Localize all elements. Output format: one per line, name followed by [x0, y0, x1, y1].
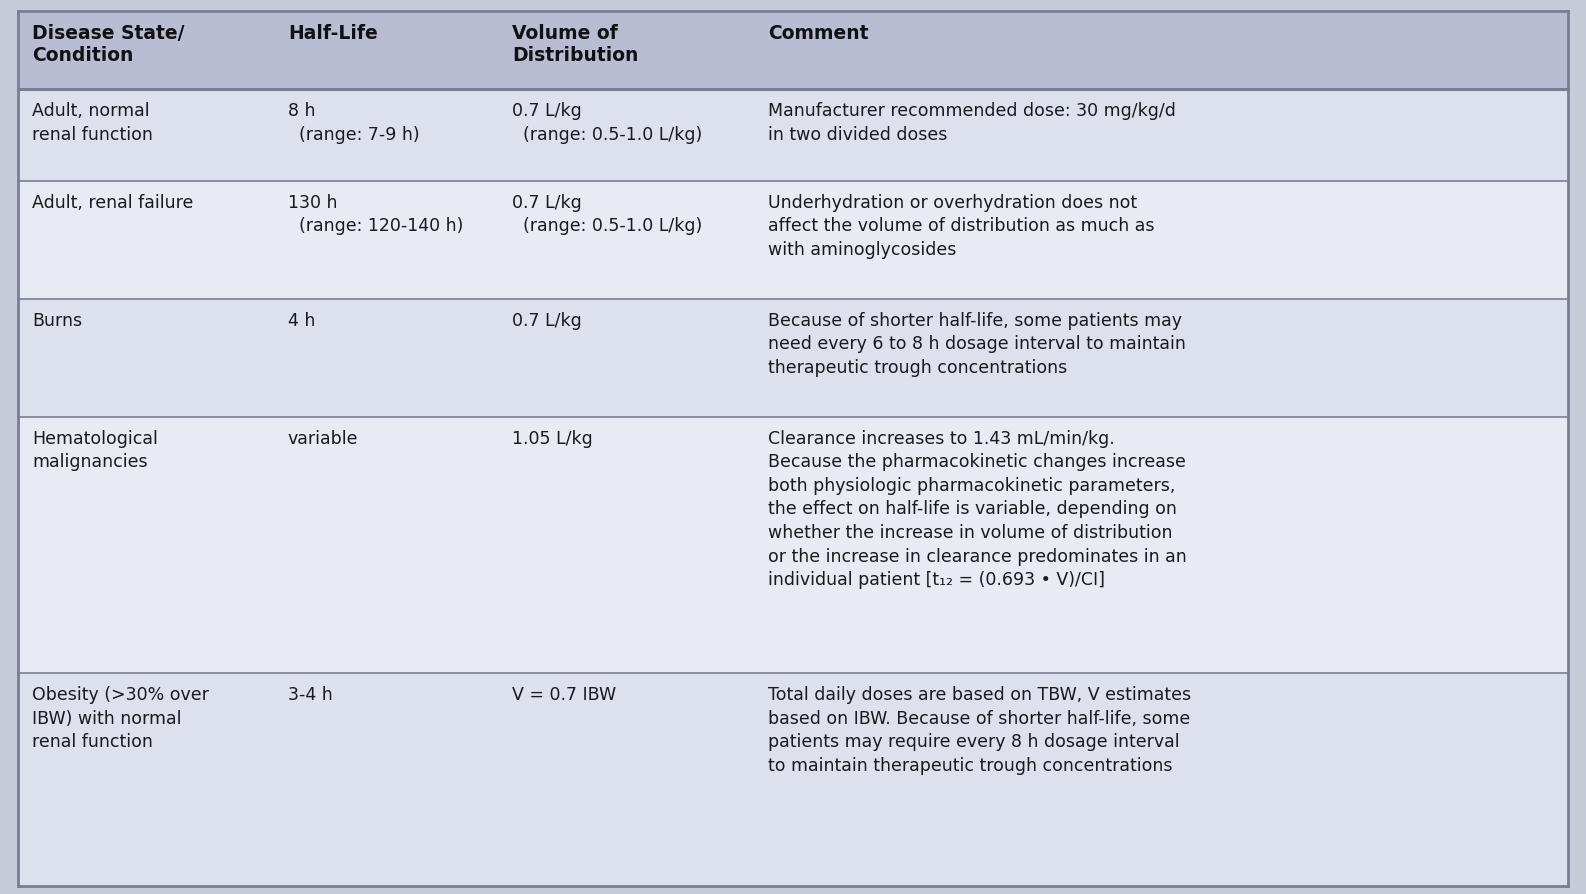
- Text: Burns: Burns: [32, 311, 82, 329]
- Text: Adult, normal
renal function: Adult, normal renal function: [32, 102, 152, 143]
- Text: Comment: Comment: [768, 24, 869, 43]
- Text: 8 h
  (range: 7-9 h): 8 h (range: 7-9 h): [287, 102, 419, 143]
- Bar: [17, 417, 1569, 673]
- Text: 4 h: 4 h: [287, 311, 316, 329]
- Bar: [17, 181, 1569, 299]
- Text: 0.7 L/kg
  (range: 0.5-1.0 L/kg): 0.7 L/kg (range: 0.5-1.0 L/kg): [512, 193, 703, 235]
- Text: Disease State/
Condition: Disease State/ Condition: [32, 24, 184, 65]
- Text: 3-4 h: 3-4 h: [287, 686, 333, 704]
- Bar: [17, 299, 1569, 417]
- Text: Obesity (>30% over
IBW) with normal
renal function: Obesity (>30% over IBW) with normal rena…: [32, 686, 209, 751]
- Text: Adult, renal failure: Adult, renal failure: [32, 193, 193, 211]
- Bar: [17, 90, 1569, 181]
- Text: Half-Life: Half-Life: [287, 24, 377, 43]
- Text: 0.7 L/kg: 0.7 L/kg: [512, 311, 582, 329]
- Bar: [17, 12, 1569, 90]
- Text: Because of shorter half-life, some patients may
need every 6 to 8 h dosage inter: Because of shorter half-life, some patie…: [768, 311, 1186, 376]
- Text: Manufacturer recommended dose: 30 mg/kg/d
in two divided doses: Manufacturer recommended dose: 30 mg/kg/…: [768, 102, 1177, 143]
- Text: 0.7 L/kg
  (range: 0.5-1.0 L/kg): 0.7 L/kg (range: 0.5-1.0 L/kg): [512, 102, 703, 143]
- Text: 130 h
  (range: 120-140 h): 130 h (range: 120-140 h): [287, 193, 463, 235]
- Text: Volume of
Distribution: Volume of Distribution: [512, 24, 639, 65]
- Text: Total daily doses are based on TBW, V estimates
based on IBW. Because of shorter: Total daily doses are based on TBW, V es…: [768, 686, 1191, 774]
- Text: variable: variable: [287, 429, 358, 447]
- Bar: [17, 673, 1569, 886]
- Text: Clearance increases to 1.43 mL/min/kg.
Because the pharmacokinetic changes incre: Clearance increases to 1.43 mL/min/kg. B…: [768, 429, 1186, 588]
- Text: 1.05 L/kg: 1.05 L/kg: [512, 429, 593, 447]
- Text: Underhydration or overhydration does not
affect the volume of distribution as mu: Underhydration or overhydration does not…: [768, 193, 1155, 258]
- Text: V = 0.7 IBW: V = 0.7 IBW: [512, 686, 617, 704]
- Text: Hematological
malignancies: Hematological malignancies: [32, 429, 159, 470]
